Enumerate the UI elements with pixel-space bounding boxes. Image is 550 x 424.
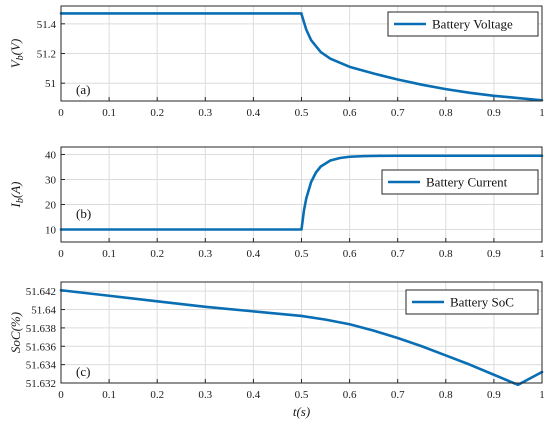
y-tick-label: 51 (45, 78, 56, 90)
y-tick-label: 51.4 (37, 19, 57, 31)
x-tick-label: 0.9 (487, 389, 501, 401)
x-tick-label: 0.3 (198, 389, 212, 401)
x-tick-label: 0.2 (150, 107, 164, 119)
y-tick-label: 51.632 (26, 378, 56, 390)
x-tick-label: 0.5 (295, 389, 309, 401)
x-tick-label: 0.9 (487, 248, 501, 260)
x-tick-label: 0.3 (198, 248, 212, 260)
series-line (59, 12, 544, 102)
x-tick-label: 1 (539, 389, 545, 401)
x-tick-label: 0.6 (343, 248, 357, 260)
x-tick-label: 0.4 (247, 389, 261, 401)
y-axis-label: Vb(V) (8, 39, 26, 69)
x-tick-label: 1 (539, 248, 545, 260)
x-tick-label: 0.6 (343, 389, 357, 401)
series-line (59, 154, 544, 231)
axes-frame (60, 281, 543, 384)
x-axis-label: t(s) (293, 404, 310, 419)
series-line (59, 288, 544, 387)
x-tick-label: 0 (58, 107, 64, 119)
x-tick-label: 0.2 (150, 248, 164, 260)
y-axis-label: SoC(%) (8, 312, 23, 353)
panel-a: 0 0.1 0.2 0.3 0.4 0.5 0.6 0.7 0.8 0.9 1 51 51.2 51.4 B… (8, 5, 545, 119)
y-tick-label: 40 (45, 150, 57, 162)
y-tick-label: 30 (45, 175, 57, 187)
axes-frame (60, 5, 543, 102)
legend: Battery Current (381, 169, 539, 195)
legend: Battery SoC (405, 289, 539, 315)
panel-tag: (c) (76, 364, 90, 379)
x-tick-label: 0.7 (391, 107, 405, 119)
x-tick-label: 0 (58, 248, 64, 260)
y-tick-label: 51.636 (26, 341, 57, 353)
x-tick-label: 0.7 (391, 389, 405, 401)
axes-frame (60, 146, 543, 243)
x-tick-label: 0.1 (102, 248, 116, 260)
y-tick-label: 10 (45, 225, 57, 237)
legend-label: Battery Voltage (432, 17, 513, 32)
x-tick-label: 0.4 (247, 107, 261, 119)
y-tick-label: 20 (45, 200, 57, 212)
x-tick-label: 0.5 (295, 107, 309, 119)
x-tick-label: 0.5 (295, 248, 309, 260)
x-tick-label: 0.1 (102, 389, 116, 401)
x-tick-label: 0.9 (487, 107, 501, 119)
x-tick-label: 0.8 (439, 389, 453, 401)
y-axis-label: Ib(A) (8, 182, 26, 209)
y-tick-label: 51.64 (31, 305, 56, 317)
x-tick-label: 0.3 (198, 107, 212, 119)
x-tick-label: 0.6 (343, 107, 357, 119)
x-tick-label: 1 (539, 107, 545, 119)
panel-b: 0 0.1 0.2 0.3 0.4 0.5 0.6 0.7 0.8 0.9 1 10 20 30 40 Bat… (8, 146, 545, 260)
panel-c: 0 0.1 0.2 0.3 0.4 0.5 0.6 0.7 0.8 0.9 1 51.632 51.63… (8, 281, 545, 419)
panel-tag: (a) (76, 82, 90, 97)
legend: Battery Voltage (387, 11, 539, 37)
x-tick-label: 0 (58, 389, 64, 401)
x-tick-label: 0.2 (150, 389, 164, 401)
legend-label: Battery SoC (450, 295, 514, 310)
y-tick-label: 51.2 (37, 49, 56, 61)
legend-label: Battery Current (426, 175, 508, 190)
y-tick-label: 51.634 (26, 360, 57, 372)
y-tick-label: 51.642 (26, 286, 56, 298)
x-tick-label: 0.7 (391, 248, 405, 260)
x-tick-label: 0.8 (439, 248, 453, 260)
x-tick-label: 0.8 (439, 107, 453, 119)
y-tick-label: 51.638 (26, 323, 57, 335)
x-tick-label: 0.1 (102, 107, 116, 119)
x-tick-label: 0.4 (247, 248, 261, 260)
panel-tag: (b) (76, 206, 91, 221)
